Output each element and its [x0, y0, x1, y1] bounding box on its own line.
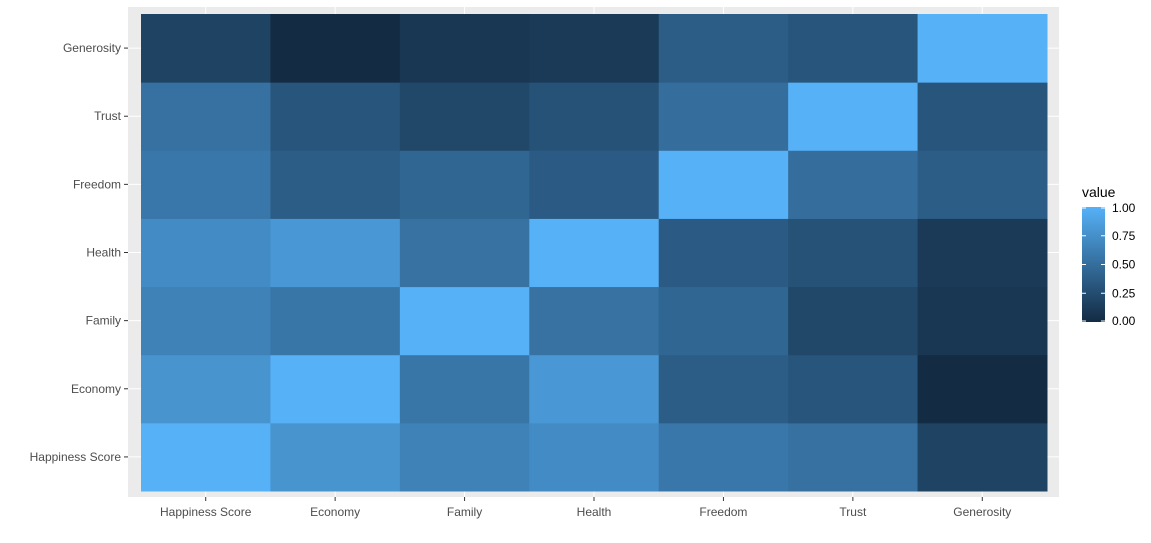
heatmap-tile — [141, 82, 271, 151]
heatmap-tile — [658, 354, 789, 424]
y-tick-label: Happiness Score — [30, 450, 122, 464]
heatmap-tile — [917, 218, 1048, 288]
heatmap-tile — [658, 150, 789, 219]
heatmap-tile — [399, 218, 530, 288]
heatmap-tile — [788, 14, 919, 83]
x-tick-label: Health — [577, 505, 612, 519]
heatmap-tile — [788, 286, 919, 356]
x-tick-label: Trust — [839, 505, 867, 519]
legend: value 1.00 0.75 0.50 0.25 0.00 — [1082, 184, 1136, 328]
heatmap-tile — [529, 150, 660, 219]
heatmap-tile — [399, 14, 530, 83]
heatmap-tile — [270, 218, 401, 288]
heatmap-tile — [917, 150, 1048, 219]
x-tick-label: Family — [447, 505, 482, 519]
heatmap-tile — [788, 82, 919, 151]
heatmap-tile — [529, 82, 660, 151]
y-tick-label: Freedom — [73, 177, 121, 191]
heatmap-tile — [270, 422, 401, 492]
legend-tick-label: 0.00 — [1112, 314, 1136, 328]
heatmap-tile — [399, 422, 530, 492]
heatmap-tile — [917, 14, 1048, 83]
legend-tick-label: 0.75 — [1112, 229, 1136, 243]
y-tick-label: Trust — [94, 109, 122, 123]
legend-tick-label: 1.00 — [1112, 201, 1136, 215]
heatmap-tile — [141, 150, 271, 219]
y-tick-label: Generosity — [63, 41, 121, 55]
heatmap-tile — [658, 422, 789, 492]
heatmap-tile — [399, 150, 530, 219]
heatmap-tile — [529, 286, 660, 356]
legend-ticks: 1.00 0.75 0.50 0.25 0.00 — [1082, 201, 1136, 328]
y-axis: Happiness Score Economy Family Health Freedo… — [30, 41, 128, 464]
legend-colorbar — [1082, 207, 1105, 322]
x-tick-label: Freedom — [699, 505, 747, 519]
heatmap-tile — [141, 354, 271, 424]
y-tick-label: Economy — [71, 382, 121, 396]
heatmap-tile — [788, 354, 919, 424]
y-tick-label: Health — [86, 246, 121, 260]
heatmap-tile — [788, 218, 919, 288]
heatmap-tile — [270, 14, 401, 83]
heatmap-tile — [917, 354, 1048, 424]
heatmap-tile — [658, 14, 789, 83]
x-axis: Happiness Score Economy Family Health Freedo… — [160, 497, 1011, 519]
heatmap-tile — [658, 82, 789, 151]
heatmap-tile — [141, 422, 271, 492]
heatmap-tiles — [141, 14, 1048, 492]
heatmap-tile — [917, 286, 1048, 356]
heatmap-tile — [788, 422, 919, 492]
heatmap-tile — [917, 82, 1048, 151]
heatmap-tile — [529, 422, 660, 492]
heatmap-tile — [270, 354, 401, 424]
heatmap-tile — [399, 82, 530, 151]
heatmap-tile — [141, 218, 271, 288]
heatmap-tile — [270, 82, 401, 151]
heatmap-tile — [917, 422, 1048, 492]
heatmap-tile — [141, 14, 271, 83]
x-tick-label: Economy — [310, 505, 360, 519]
heatmap-tile — [270, 150, 401, 219]
y-tick-label: Family — [86, 314, 121, 328]
legend-tick-label: 0.25 — [1112, 286, 1136, 300]
legend-tick-label: 0.50 — [1112, 258, 1136, 272]
x-tick-label: Happiness Score — [160, 505, 252, 519]
heatmap-tile — [658, 286, 789, 356]
legend-title: value — [1082, 184, 1116, 200]
heatmap-tile — [529, 354, 660, 424]
heatmap-tile — [529, 14, 660, 83]
heatmap-tile — [658, 218, 789, 288]
x-tick-label: Generosity — [953, 505, 1011, 519]
heatmap-tile — [270, 286, 401, 356]
heatmap-tile — [399, 286, 530, 356]
heatmap-tile — [141, 286, 271, 356]
heatmap-tile — [399, 354, 530, 424]
heatmap-tile — [788, 150, 919, 219]
heatmap-tile — [529, 218, 660, 288]
